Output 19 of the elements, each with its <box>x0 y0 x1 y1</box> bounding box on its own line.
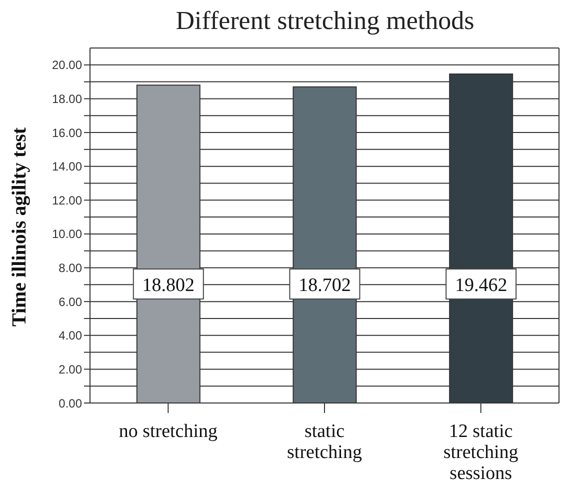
y-tick-label: 2.00 <box>58 362 82 376</box>
y-tick-label: 20.00 <box>52 58 82 72</box>
y-tick-label: 4.00 <box>58 328 82 343</box>
data-label: 19.462 <box>454 275 508 296</box>
y-tick-label: 16.00 <box>52 126 82 140</box>
data-label: 18.802 <box>142 275 195 296</box>
y-tick-label: 18.00 <box>52 92 82 106</box>
x-tick-label: 12 static stretching sessions <box>443 421 519 484</box>
y-tick-label: 14.00 <box>52 160 82 174</box>
x-tick-label: static stretching <box>287 421 362 463</box>
chart-title: Different stretching methods <box>174 6 476 36</box>
y-axis-title: Time illinois agility test <box>8 127 32 327</box>
x-tick-label: no stretching <box>118 421 218 442</box>
y-tick-label: 0.00 <box>58 396 82 410</box>
data-label: 18.702 <box>298 275 351 296</box>
y-tick-label: 12.00 <box>52 193 82 208</box>
y-tick-label: 10.00 <box>52 227 82 242</box>
y-tick-label: 8.00 <box>58 261 82 276</box>
y-tick-label: 6.00 <box>58 294 82 309</box>
